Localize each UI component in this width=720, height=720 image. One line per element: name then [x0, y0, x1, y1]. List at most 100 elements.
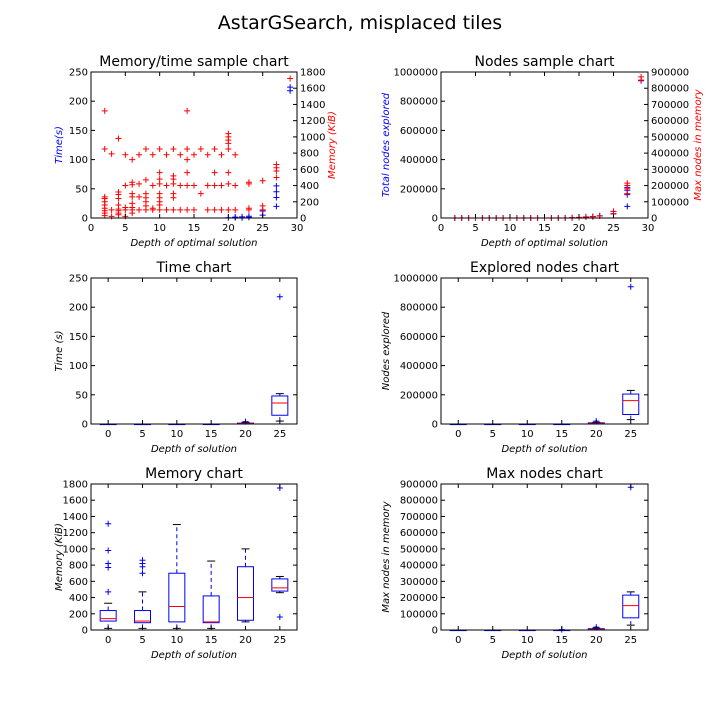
y-axis-label: Memory (KiB)	[54, 523, 65, 591]
x-tick-label: 10	[153, 223, 166, 234]
data-point-red	[624, 180, 631, 187]
y-axis-label: Max nodes in memory	[381, 500, 392, 612]
data-point-red	[589, 213, 596, 220]
data-point-red	[191, 182, 197, 189]
x-tick-label: 0	[438, 223, 444, 234]
chart-title: Nodes sample chart	[474, 54, 615, 70]
x-tick-label: 5	[139, 429, 145, 440]
data-point-red	[191, 151, 197, 158]
x-tick-label: 0	[455, 429, 461, 440]
x-tick-label: 5	[472, 223, 478, 234]
x-tick-label: 10	[521, 635, 534, 646]
y-right-axis-label: Memory (KiB)	[327, 111, 338, 179]
data-point-blue	[232, 214, 239, 221]
box-depth-25	[622, 484, 640, 626]
data-point-red	[177, 151, 184, 158]
x-tick-label: 25	[273, 429, 286, 440]
y-right-tick-label: 400	[300, 181, 319, 192]
data-point-red	[245, 205, 252, 212]
data-point-red	[115, 135, 122, 142]
data-point-red	[156, 190, 163, 197]
y-tick-label: 0	[432, 420, 438, 431]
box-depth-25	[622, 283, 640, 421]
chart-title: Time chart	[155, 260, 232, 276]
x-tick-label: 5	[139, 635, 145, 646]
data-point-red	[170, 206, 177, 213]
flier-point	[276, 614, 283, 621]
y-tick-label: 50	[75, 184, 88, 195]
x-tick-label: 25	[607, 223, 620, 234]
x-axis-label: Depth of optimal solution	[481, 238, 608, 249]
data-point-red	[156, 146, 163, 153]
chart-memory: Memory chart 0 5 10 15 20 25 0 200 400 600 800 1000 1…	[54, 466, 298, 661]
y-tick-label: 400000	[400, 561, 438, 572]
y-tick-label: 1000000	[393, 68, 438, 79]
y-tick-label: 1200	[63, 528, 88, 539]
box-body	[134, 610, 151, 624]
y-right-tick-label: 900000	[651, 68, 689, 79]
x-tick-label: 10	[170, 635, 183, 646]
x-axis-label: Depth of solution	[151, 650, 237, 661]
box-depth-10	[168, 524, 186, 629]
x-tick-label: 20	[239, 429, 252, 440]
data-point-red	[136, 151, 143, 158]
data-point-red	[170, 190, 177, 197]
data-point-red	[184, 182, 191, 189]
x-tick-label: 30	[291, 223, 304, 234]
box-depth-20	[237, 548, 254, 623]
x-tick-label: 10	[504, 223, 517, 234]
plot-area	[451, 73, 645, 221]
flier-point	[105, 547, 112, 554]
data-point-red	[129, 190, 136, 197]
data-point-red	[211, 146, 218, 153]
data-point-blue	[245, 214, 252, 221]
y-right-tick-label: 1800	[300, 68, 325, 79]
x-tick-label: 20	[222, 223, 235, 234]
y-tick-label: 250	[69, 68, 88, 79]
y-tick-label: 600000	[400, 528, 438, 539]
data-point-red	[136, 180, 143, 187]
data-point-red	[273, 174, 280, 181]
x-axis-label: Depth of solution	[501, 650, 587, 661]
data-point-red	[142, 176, 149, 183]
x-tick-label: 0	[105, 635, 111, 646]
data-point-red	[142, 190, 149, 197]
y-tick-label: 0	[432, 214, 438, 225]
data-point-blue	[273, 182, 280, 189]
y-axis-label: Time (s)	[54, 331, 65, 372]
y-right-tick-label: 0	[651, 214, 657, 225]
y-tick-label: 50	[75, 390, 88, 401]
box-body	[202, 595, 220, 624]
y-right-tick-label: 1400	[300, 100, 325, 111]
plot-area	[101, 75, 294, 221]
plot-frame	[440, 277, 649, 425]
y-right-tick-label: 400000	[651, 149, 689, 160]
y-right-tick-label: 100000	[651, 197, 689, 208]
y-right-tick-label: 600	[300, 165, 319, 176]
data-point-red	[211, 206, 218, 213]
flier-point	[105, 588, 112, 595]
x-tick-label: 10	[170, 429, 183, 440]
y-tick-label: 900000	[400, 480, 438, 491]
data-point-red	[211, 169, 218, 176]
data-point-red	[108, 206, 115, 213]
flier-point	[139, 557, 146, 564]
x-tick-label: 25	[256, 223, 269, 234]
y-tick-label: 500000	[400, 544, 438, 555]
box-body	[99, 610, 117, 622]
x-tick-label: 15	[538, 223, 551, 234]
plot-frame	[90, 277, 298, 425]
data-point-red	[142, 146, 149, 153]
box-body	[168, 572, 186, 623]
data-point-red	[122, 151, 129, 158]
y-right-tick-label: 200	[300, 197, 319, 208]
x-axis-label: Depth of optimal solution	[130, 238, 257, 249]
y-axis-label: Nodes explored	[381, 311, 392, 390]
data-point-red	[136, 206, 143, 213]
x-tick-label: 10	[521, 429, 534, 440]
data-point-red	[129, 179, 136, 186]
data-point-red	[610, 208, 617, 215]
x-tick-label: 0	[455, 635, 461, 646]
x-tick-label: 20	[590, 635, 603, 646]
